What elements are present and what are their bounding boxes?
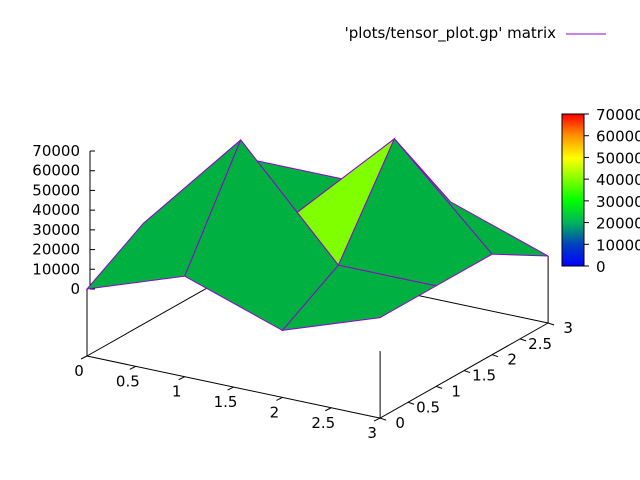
z-tick-label: 20000 [32,241,80,259]
y-tick-mark [463,370,471,374]
y-tick-mark [519,338,527,342]
surface-face-2-0 [281,264,438,332]
x-tick-mark [178,376,185,381]
colorbar-tick-label: 50000 [596,149,640,167]
y-tick-label: 1 [451,382,461,400]
colorbar-tick-label: 30000 [596,193,640,211]
x-tick-mark [227,386,234,391]
y-tick-mark [379,417,387,421]
x-tick-mark [325,407,332,412]
z-tick-label: 50000 [32,181,80,199]
colorbar-gradient [561,113,585,267]
y-tick-label: 2.5 [528,335,552,353]
x-tick-mark [276,396,283,401]
x-tick-label: 3 [367,424,377,442]
x-tick-label: 1 [172,383,182,401]
y-tick-label: 0 [395,414,405,432]
legend-label: 'plots/tensor_plot.gp' matrix [345,24,556,43]
x-tick-mark [373,417,381,422]
z-tick-label: 0 [70,280,80,298]
y-tick-label: 0.5 [416,398,440,416]
x-tick-label: 1.5 [214,393,238,411]
x-tick-label: 2 [270,403,280,421]
colorbar-tick-label: 0 [596,258,606,276]
y-tick-mark [547,322,555,326]
colorbar-tick-label: 10000 [596,236,640,254]
y-axis-line [379,322,549,419]
y-tick-label: 2 [507,351,517,369]
x-tick-mark [129,365,137,370]
x-tick-label: 0 [74,362,84,380]
legend: 'plots/tensor_plot.gp' matrix [345,24,606,43]
colorbar-tick-label: 20000 [596,215,640,233]
y-tick-label: 3 [563,319,573,337]
colorbar-ticks: 0 10000 20000 30000 40000 50000 60000 70000 [584,106,640,276]
y-tick-labels: 0 0.5 1 1.5 2 2.5 3 [395,319,573,432]
x-tick-label: 0.5 [116,372,140,390]
y-tick-label: 1.5 [472,367,496,385]
y-tick-mark [435,385,443,389]
z-tick-label: 60000 [32,162,80,180]
z-tick-label: 30000 [32,221,80,239]
colorbar-tick-label: 40000 [596,171,640,189]
colorbar-tick-label: 60000 [596,128,640,146]
y-tick-mark [491,354,499,358]
colorbar-tick-label: 70000 [596,106,640,124]
x-tick-labels: 0 0.5 1 1.5 2 2.5 3 [74,362,377,442]
y-tick-mark [407,401,415,405]
z-tick-label: 10000 [32,260,80,278]
surface [85,137,549,332]
z-tick-label: 40000 [32,201,80,219]
colorbar: 0 10000 20000 30000 40000 50000 60000 70000 [561,106,640,276]
x-tick-mark [80,355,88,360]
z-tick-label: 70000 [32,142,80,160]
x-tick-label: 2.5 [311,414,335,432]
